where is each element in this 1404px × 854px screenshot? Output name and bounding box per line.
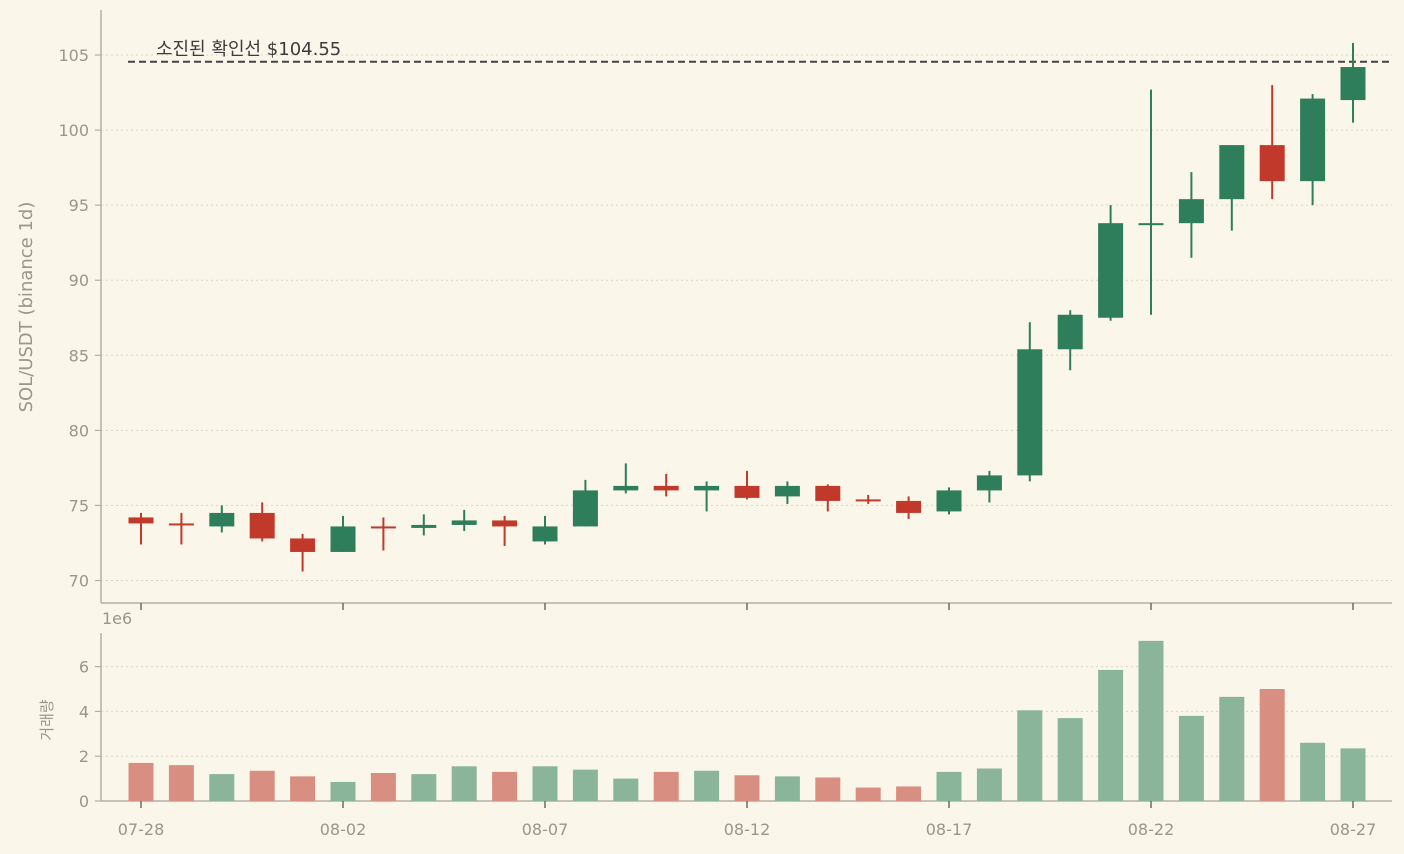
candle-body <box>1017 349 1043 476</box>
candle-body <box>1057 314 1083 350</box>
xtick-label: 08-12 <box>724 820 771 839</box>
price-ytick-label: 70 <box>69 571 89 590</box>
candlesticks <box>128 43 1366 572</box>
xtick-label: 08-17 <box>926 820 973 839</box>
price-ytick-label: 80 <box>69 421 89 440</box>
volume-bar <box>774 776 800 801</box>
candle-body <box>896 500 922 513</box>
volume-bars <box>128 640 1366 801</box>
price-ytick-label: 100 <box>58 121 89 140</box>
volume-grid <box>101 666 1392 757</box>
candle-body <box>653 485 679 491</box>
volume-axes: 0 2 4 6 07-28 08-02 08-07 08-12 08-17 08-22 08-27 <box>79 633 1392 839</box>
candle-body <box>492 520 518 527</box>
price-ytick-label: 95 <box>69 196 89 215</box>
volume-ytick-label: 4 <box>79 702 89 721</box>
xtick-label: 08-02 <box>320 820 367 839</box>
candle-body <box>209 512 235 527</box>
volume-bar <box>815 777 841 801</box>
volume-bar <box>613 778 639 801</box>
xtick-label: 07-28 <box>118 820 165 839</box>
candle-body <box>815 485 841 501</box>
volume-bar <box>1138 640 1164 801</box>
candle-body <box>330 526 356 552</box>
volume-bar <box>370 773 396 801</box>
price-ylabel: SOL/USDT (binance 1d) <box>16 202 37 413</box>
volume-bar <box>1098 669 1124 801</box>
price-ytick-label: 85 <box>69 346 89 365</box>
volume-bar <box>1300 742 1326 801</box>
volume-bar <box>330 781 356 801</box>
volume-ytick-label: 6 <box>79 658 89 677</box>
candle-body <box>168 523 194 526</box>
candle-body <box>1340 67 1366 101</box>
volume-bar <box>855 787 881 801</box>
volume-bar <box>1017 710 1043 801</box>
candle-body <box>855 499 881 502</box>
price-axes: 70 75 80 85 90 95 100 105 <box>58 10 1392 610</box>
volume-bar <box>694 770 720 801</box>
candle-body <box>1259 145 1285 182</box>
price-ytick-label: 75 <box>69 496 89 515</box>
candle-body <box>1138 223 1164 226</box>
candle-body <box>694 485 720 491</box>
candle-body <box>290 538 316 552</box>
volume-bar <box>1057 718 1083 801</box>
candle-body <box>1300 98 1326 182</box>
candle-body <box>1219 145 1245 200</box>
candle-body <box>532 526 558 542</box>
volume-bar <box>734 775 760 801</box>
candle-body <box>411 524 437 528</box>
xtick-label: 08-22 <box>1128 820 1175 839</box>
volume-bar <box>936 771 962 801</box>
volume-scale-label: 1e6 <box>102 609 132 628</box>
price-ytick-label: 90 <box>69 271 89 290</box>
xtick-label: 08-27 <box>1330 820 1377 839</box>
volume-bar <box>653 771 679 801</box>
price-ytick-label: 105 <box>58 46 89 65</box>
candle-body <box>734 485 760 498</box>
volume-bar <box>290 776 316 801</box>
volume-bar <box>1340 748 1366 801</box>
volume-bar <box>209 774 235 801</box>
candle-body <box>572 490 598 527</box>
candle-body <box>613 485 639 491</box>
price-grid <box>101 54 1392 581</box>
candle-body <box>451 520 477 525</box>
volume-ytick-label: 2 <box>79 747 89 766</box>
reference-line-group: 소진된 확인선 $104.55 <box>128 39 1392 63</box>
reference-line-label: 소진된 확인선 $104.55 <box>156 39 341 60</box>
volume-bar <box>128 762 154 801</box>
xtick-label: 08-07 <box>522 820 569 839</box>
volume-bar <box>249 770 275 801</box>
volume-bar <box>492 771 518 801</box>
candle-body <box>1098 223 1124 318</box>
volume-bar <box>451 766 477 801</box>
candle-body <box>249 512 275 539</box>
volume-bar <box>411 774 437 801</box>
volume-ytick-label: 0 <box>79 792 89 811</box>
volume-bar <box>168 765 194 801</box>
volume-bar <box>1219 696 1245 801</box>
candle-body <box>370 526 396 529</box>
candle-body <box>936 490 962 512</box>
volume-bar <box>532 766 558 801</box>
candle-body <box>1178 199 1204 224</box>
volume-bar <box>1259 689 1285 801</box>
volume-ylabel: 거래량 <box>38 699 56 741</box>
volume-bar <box>1178 715 1204 801</box>
volume-bar <box>976 768 1002 801</box>
volume-bar <box>572 769 598 801</box>
candle-body <box>774 485 800 497</box>
candle-body <box>976 475 1002 491</box>
volume-bar <box>896 786 922 801</box>
candle-body <box>128 517 154 524</box>
